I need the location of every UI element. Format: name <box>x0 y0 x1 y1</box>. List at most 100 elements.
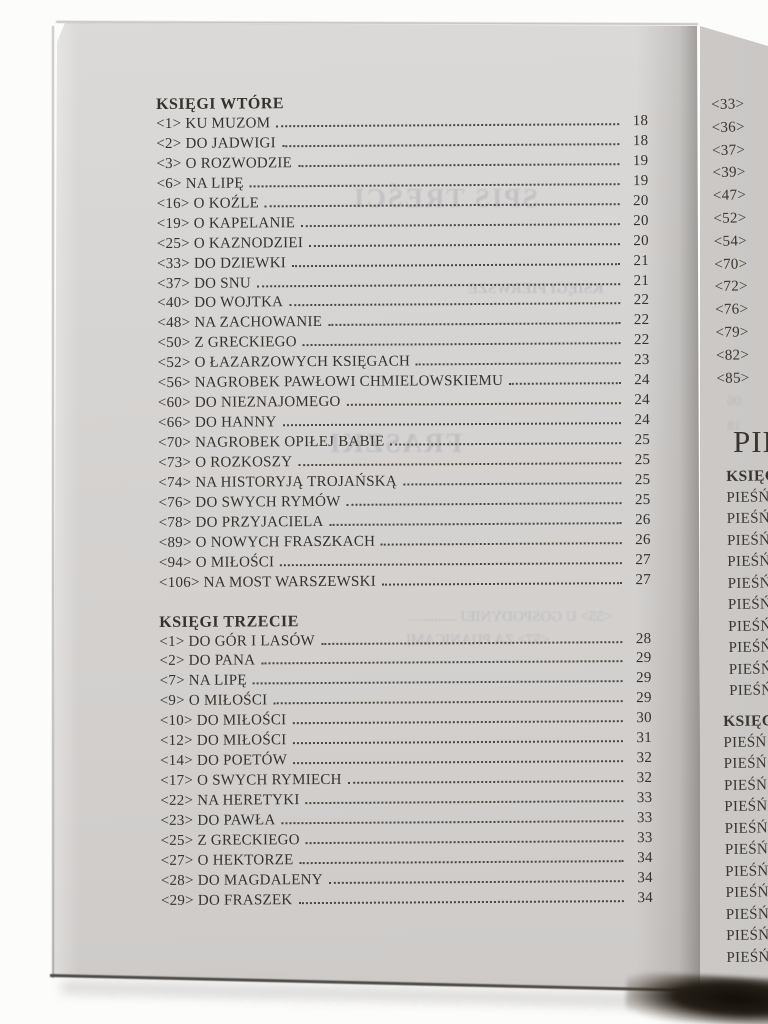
right-page-entry-fragment: <36> <box>711 119 745 136</box>
right-page-row-fragment: PIEŚŃ <box>726 488 768 506</box>
dot-leader <box>282 422 622 427</box>
toc-page-number: 33 <box>636 809 653 827</box>
toc-page-number: 32 <box>636 770 653 787</box>
right-page-entry-fragment: <37> <box>711 141 746 159</box>
toc-page-number: 20 <box>633 232 649 249</box>
right-page-row-fragment: PIEŚŃ <box>725 905 768 923</box>
right-page-row-fragment: PIEŚŃ <box>728 617 768 635</box>
right-page-row-fragment: PIEŚŃ <box>723 776 768 794</box>
dot-leader <box>390 442 622 446</box>
toc-entry-label: <22> NA HERETYKI <box>160 792 300 809</box>
right-page-row-fragment: PIEŚŃ <box>727 596 768 614</box>
right-page-heading-fragment: KSIĘGI <box>723 712 768 730</box>
toc-entry-label: <1> KU MUZOM <box>156 115 271 132</box>
toc-page-number: 25 <box>634 471 651 488</box>
toc-entry-label: <74> NA HISTORYJĄ TROJAŃSKĄ <box>158 473 397 491</box>
right-page-row-fragment: PIEŚŃ <box>728 660 768 678</box>
toc-entry-label: <70> NAGROBEK OPIŁEJ BABIE <box>158 433 385 451</box>
right-page-toc-fragments: <33> <36> <37> <39> <47> <52> <54> <70> <72> <76>… <box>711 93 750 390</box>
toc-page-number: 34 <box>637 869 653 886</box>
toc-entry-label: <56> NAGROBEK PAWŁOWI CHMIELOWSKIEMU <box>157 373 504 392</box>
dot-leader <box>298 899 624 904</box>
toc-entry-label: <52> O ŁAZARZOWYCH KSIĘGACH <box>157 353 411 372</box>
right-page-entry-fragment: <82> <box>715 347 750 364</box>
dot-leader <box>299 859 624 864</box>
dot-leader <box>289 302 621 307</box>
toc-page-number: 29 <box>636 690 652 707</box>
right-page-entry-fragment: <33> <box>711 96 745 113</box>
show-through-number: 06 <box>727 394 741 409</box>
toc-entry-label: <16> O KOŹLE <box>156 195 260 212</box>
right-page-row-fragment: PIEŚŃ <box>725 862 768 880</box>
dot-leader <box>301 222 620 227</box>
dot-leader <box>328 322 621 327</box>
right-page-entry-fragment: <54> <box>713 233 748 250</box>
right-page-row-fragment: PIEŚŃ <box>729 682 768 700</box>
right-page-row-fragment: PIEŚŃ <box>726 531 768 549</box>
toc-page-number: 18 <box>632 112 649 130</box>
toc-section: KSIĘGI TRZECIE <1> DO GÓR I LASÓW 28 <2> DO… <box>159 609 653 911</box>
toc-page-number: 19 <box>632 172 649 189</box>
right-page-entry-fragment: <79> <box>715 324 749 341</box>
right-page-row-fragment: PIEŚŃ <box>726 948 768 966</box>
dot-leader <box>292 740 623 745</box>
toc-page-number: 32 <box>636 750 653 767</box>
dot-leader <box>281 143 620 148</box>
right-page-entry-fragment: <52> <box>713 210 747 227</box>
dot-leader <box>280 561 622 566</box>
toc-page-number: 22 <box>633 312 650 329</box>
dot-leader <box>265 202 620 208</box>
toc-entry-label: <6> NA LIPĘ <box>156 175 244 192</box>
dot-leader <box>252 680 623 685</box>
right-page-entry-fragment: <39> <box>712 164 746 182</box>
toc-page-number: 34 <box>637 849 653 866</box>
right-page-section: KSIĘGI PIEŚŃ PIEŚŃ PIEŚŃ PIEŚŃ PIEŚŃ PIEŚŃ PIEŚ… <box>723 710 768 969</box>
toc-page-number: 33 <box>636 829 653 846</box>
dot-leader <box>320 640 623 645</box>
toc-page-number: 25 <box>634 431 651 449</box>
toc-entry-label: <29> DO FRASZEK <box>160 891 293 909</box>
dot-leader <box>309 242 620 247</box>
dot-leader <box>298 462 622 467</box>
toc-entry-label: <14> DO POETÓW <box>160 752 288 770</box>
toc-entry-label: <25> O KAZNODZIEI <box>156 234 304 252</box>
toc-page-number: 33 <box>636 789 653 807</box>
right-page-section: KSIĘGI PIEŚŃ PIEŚŃ PIEŚŃ PIEŚŃ PIEŚŃ PIEŚŃ PIEŚ… <box>726 465 768 702</box>
toc-entry-label: <89> O NOWYCH FRASZKACH <box>158 533 376 551</box>
toc-page-number: 21 <box>633 272 650 289</box>
dot-leader <box>509 382 621 386</box>
toc-entry-label: <9> O MIŁOŚCI <box>159 692 268 710</box>
toc-entry-label: <12> DO MIŁOŚCI <box>159 732 287 750</box>
toc-page-number: 22 <box>633 292 650 309</box>
right-page-row-fragment: PIEŚŃ <box>723 733 767 751</box>
right-page-entry-fragment: <70> <box>714 255 748 273</box>
dot-leader <box>281 820 624 825</box>
dot-leader <box>293 760 624 765</box>
right-page-row-fragment: PIEŚŃ <box>724 798 768 816</box>
toc-entry-label: <106> NA MOST WARSZEWSKI <box>158 573 376 591</box>
toc-page-number: 22 <box>633 332 650 349</box>
right-page-title-fragment: PIEŚNI <box>733 424 768 459</box>
toc-page-number: 27 <box>635 571 652 588</box>
toc-entry-label: <28> DO MAGDALENY <box>160 871 323 889</box>
dot-leader <box>298 163 620 168</box>
right-page-row-fragment: PIEŚŃ <box>723 755 768 773</box>
toc-entry-label: <60> DO NIEZNAJOMEGO <box>157 394 341 412</box>
toc-entry-label: <66> DO HANNY <box>157 414 277 432</box>
dot-leader <box>276 123 620 128</box>
right-page-entry-fragment: <85> <box>716 369 750 387</box>
toc-section: KSIĘGI WTÓRE <1> KU MUZOM 18 <2> DO JADWIGI… <box>156 92 651 593</box>
toc-entry-label: <33> DO DZIEWKI <box>156 254 287 272</box>
dot-leader <box>347 780 624 784</box>
toc-entry-label: <73> O ROZKOSZY <box>158 454 293 471</box>
toc-page-number: 25 <box>634 491 651 508</box>
toc-page-number: 27 <box>635 551 651 568</box>
dot-leader <box>261 660 623 665</box>
toc-entry-label: <1> DO GÓR I LASÓW <box>159 632 315 650</box>
right-page-row-fragment: PIEŚŃ <box>728 639 768 657</box>
dot-leader <box>402 482 622 486</box>
toc-page-number: 29 <box>635 650 652 667</box>
toc-page-number: 20 <box>633 212 649 229</box>
